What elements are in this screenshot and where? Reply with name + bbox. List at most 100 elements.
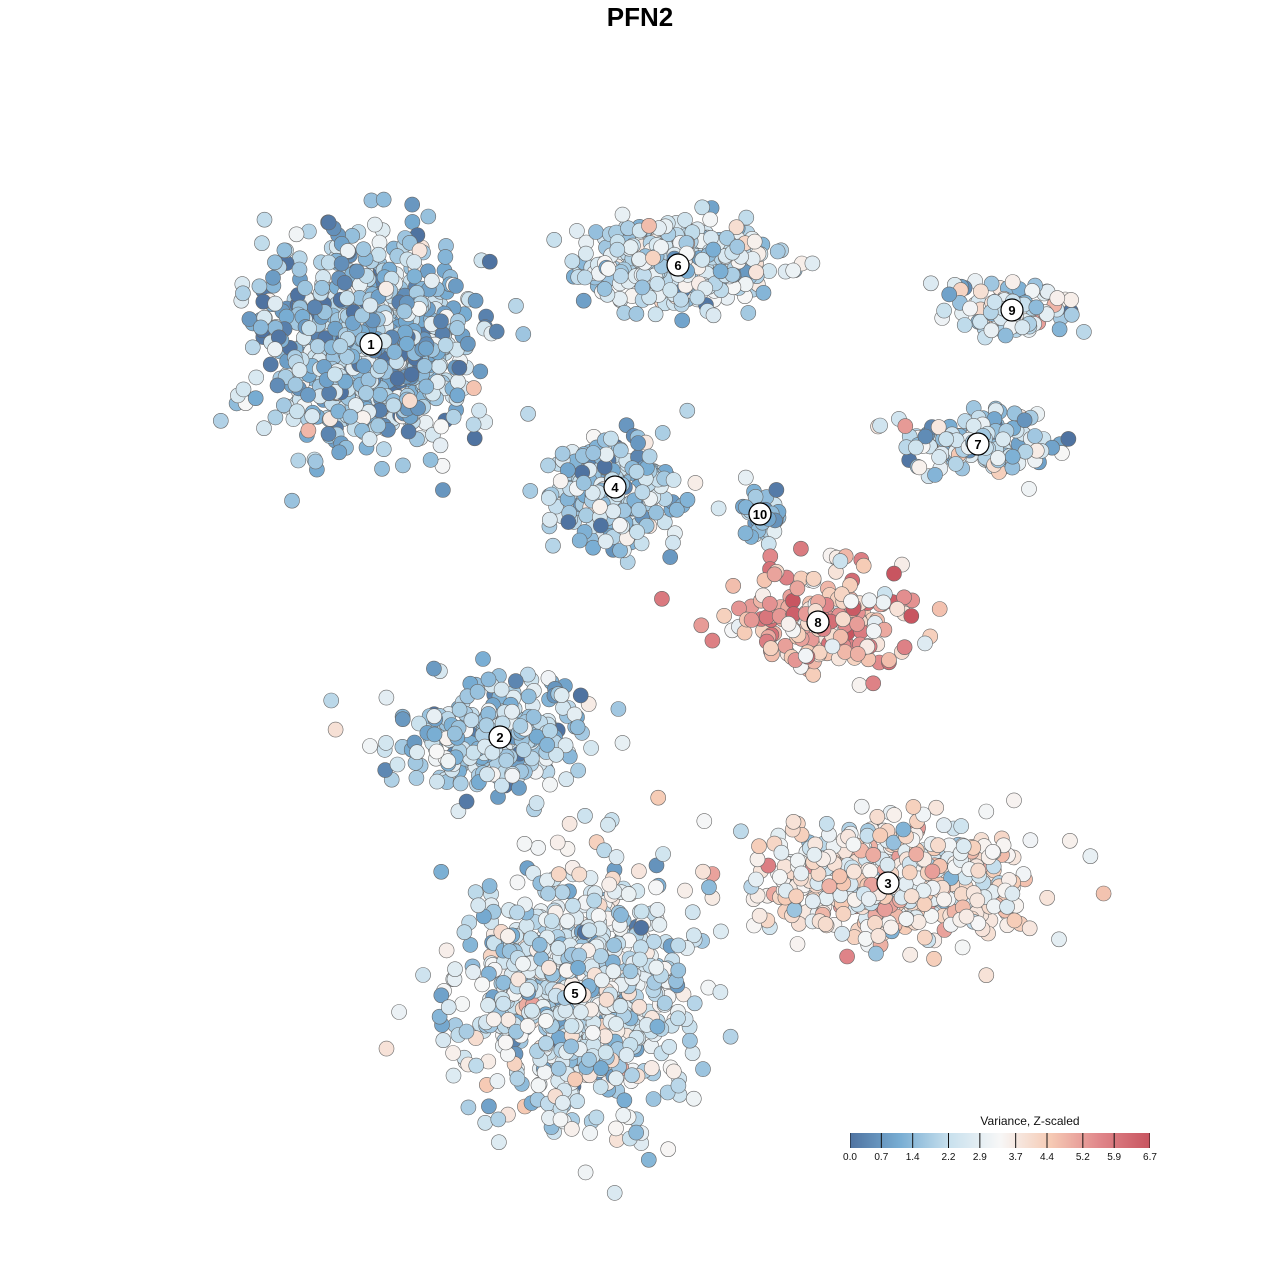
- data-point: [908, 846, 925, 863]
- data-point: [585, 445, 602, 461]
- data-point: [301, 320, 317, 337]
- data-point: [758, 609, 775, 626]
- data-point: [508, 297, 524, 314]
- data-point: [622, 963, 639, 980]
- data-point: [654, 590, 670, 607]
- data-point: [566, 706, 583, 723]
- data-point: [349, 263, 365, 280]
- data-point: [474, 976, 491, 993]
- data-point: [612, 998, 629, 1014]
- data-point: [1095, 885, 1112, 902]
- data-point: [456, 924, 473, 941]
- data-point: [704, 632, 721, 649]
- data-point: [440, 999, 457, 1016]
- data-point: [834, 925, 850, 942]
- data-point: [955, 838, 972, 855]
- data-point: [546, 232, 563, 248]
- data-point: [804, 255, 821, 272]
- data-point: [674, 312, 691, 329]
- data-point: [592, 499, 608, 515]
- data-point: [592, 517, 609, 534]
- data-point: [628, 463, 645, 480]
- data-point: [542, 723, 558, 739]
- data-point: [686, 995, 703, 1012]
- data-point: [577, 807, 593, 824]
- data-point: [1016, 412, 1033, 429]
- data-point: [500, 928, 516, 945]
- data-point: [938, 431, 955, 448]
- data-point: [872, 827, 889, 844]
- data-point: [531, 936, 548, 953]
- legend-tick-label: 1.4: [905, 1152, 920, 1163]
- data-point: [612, 442, 629, 459]
- data-point: [665, 534, 681, 551]
- data-point: [634, 484, 651, 501]
- data-point: [1004, 885, 1021, 902]
- data-point: [522, 483, 539, 499]
- data-point: [463, 712, 480, 729]
- data-point: [418, 340, 434, 357]
- data-point: [643, 1060, 660, 1076]
- data-point: [665, 1063, 682, 1080]
- data-point: [275, 397, 292, 414]
- data-point: [398, 335, 415, 352]
- data-point: [846, 863, 862, 880]
- data-point: [608, 1016, 624, 1032]
- data-point: [662, 549, 679, 565]
- data-point: [722, 1028, 739, 1045]
- cluster-label-text: 4: [611, 480, 619, 495]
- data-point: [832, 553, 849, 569]
- data-point: [614, 206, 631, 223]
- data-point: [267, 295, 284, 312]
- data-point: [256, 211, 273, 228]
- data-point: [445, 1067, 462, 1084]
- data-point: [931, 449, 947, 465]
- data-point: [853, 798, 870, 815]
- data-point: [606, 937, 622, 954]
- data-point: [766, 566, 783, 583]
- chart-title: PFN2: [606, 2, 674, 32]
- data-point: [495, 995, 512, 1012]
- data-point: [986, 294, 1003, 310]
- data-point: [716, 607, 733, 624]
- data-point: [550, 940, 567, 956]
- data-point: [572, 687, 589, 704]
- data-point: [630, 502, 647, 518]
- data-point: [733, 823, 749, 840]
- data-point: [297, 280, 313, 296]
- data-point: [552, 473, 569, 489]
- cluster-label-text: 7: [974, 437, 981, 452]
- data-point: [972, 283, 989, 300]
- data-point: [375, 191, 392, 208]
- data-point: [962, 300, 978, 317]
- data-point: [886, 807, 903, 823]
- data-point: [835, 905, 852, 922]
- data-point: [451, 359, 468, 376]
- data-point: [290, 452, 307, 469]
- data-point: [897, 418, 914, 434]
- data-point: [493, 681, 510, 698]
- data-point: [749, 851, 766, 868]
- data-point: [378, 735, 394, 751]
- legend-tick-label: 4.4: [1040, 1152, 1054, 1163]
- data-point: [489, 1073, 506, 1089]
- data-point: [362, 297, 379, 314]
- data-point: [818, 815, 835, 832]
- data-point: [394, 711, 411, 728]
- data-point: [670, 962, 687, 979]
- data-point: [789, 936, 806, 952]
- data-point: [378, 689, 395, 706]
- data-point: [378, 280, 395, 297]
- data-point: [480, 671, 497, 688]
- cluster-label-8: 8: [806, 610, 830, 634]
- data-point: [320, 214, 337, 231]
- data-point: [481, 878, 498, 894]
- data-point: [267, 409, 284, 426]
- data-point: [1004, 448, 1021, 465]
- data-point: [886, 565, 902, 582]
- data-point: [429, 773, 445, 790]
- data-point: [550, 1060, 567, 1077]
- data-point: [449, 320, 466, 336]
- data-point: [254, 235, 270, 251]
